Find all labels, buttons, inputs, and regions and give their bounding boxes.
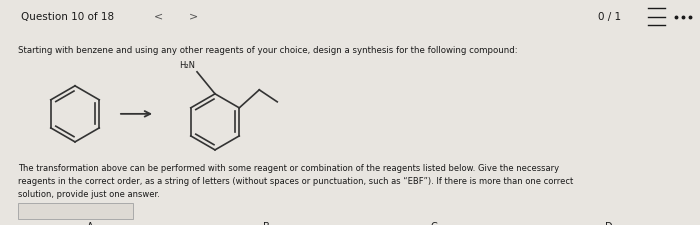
Text: <: < — [154, 12, 163, 22]
Text: Question 10 of 18: Question 10 of 18 — [21, 12, 114, 22]
Text: B: B — [262, 222, 270, 225]
Text: D: D — [606, 222, 612, 225]
Text: A: A — [87, 222, 93, 225]
FancyBboxPatch shape — [18, 203, 133, 219]
Text: 0 / 1: 0 / 1 — [598, 12, 622, 22]
Text: >: > — [189, 12, 198, 22]
Text: Starting with benzene and using any other reagents of your choice, design a synt: Starting with benzene and using any othe… — [18, 46, 517, 55]
Text: The transformation above can be performed with some reagent or combination of th: The transformation above can be performe… — [18, 164, 573, 199]
Text: C: C — [430, 222, 438, 225]
Text: H₂N: H₂N — [179, 61, 195, 70]
